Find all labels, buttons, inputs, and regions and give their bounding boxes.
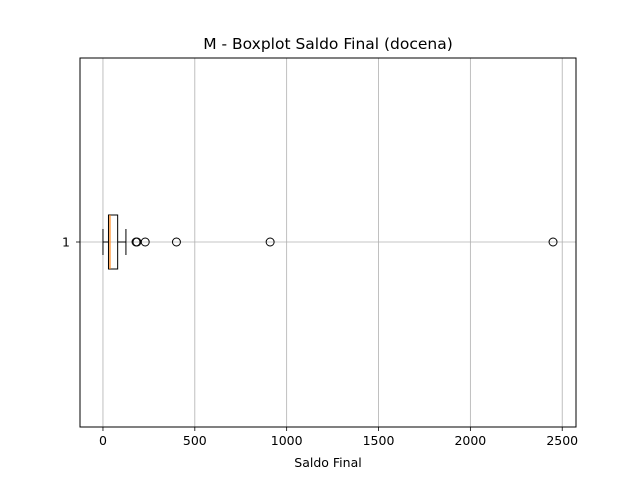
x-tick-label: 500 <box>183 433 207 448</box>
y-ticks: 1 <box>62 235 80 250</box>
outlier-point <box>171 237 181 247</box>
x-tick-label: 0 <box>99 433 107 448</box>
y-tick-label: 1 <box>62 235 70 250</box>
outlier-point <box>140 237 150 247</box>
box-marks <box>102 214 558 270</box>
x-axis-label: Saldo Final <box>294 455 361 470</box>
x-tick-label: 2500 <box>546 433 578 448</box>
outlier-point <box>265 237 275 247</box>
x-tick-label: 1500 <box>363 433 395 448</box>
x-ticks: 0 500 1000 1500 2000 2500 <box>99 427 578 448</box>
chart-title: M - Boxplot Saldo Final (docena) <box>203 35 453 53</box>
outlier-point <box>548 237 558 247</box>
x-tick-label: 1000 <box>271 433 303 448</box>
grid-lines <box>80 58 576 427</box>
iqr-box <box>107 214 119 270</box>
plot-frame <box>79 57 577 428</box>
x-tick-label: 2000 <box>454 433 486 448</box>
